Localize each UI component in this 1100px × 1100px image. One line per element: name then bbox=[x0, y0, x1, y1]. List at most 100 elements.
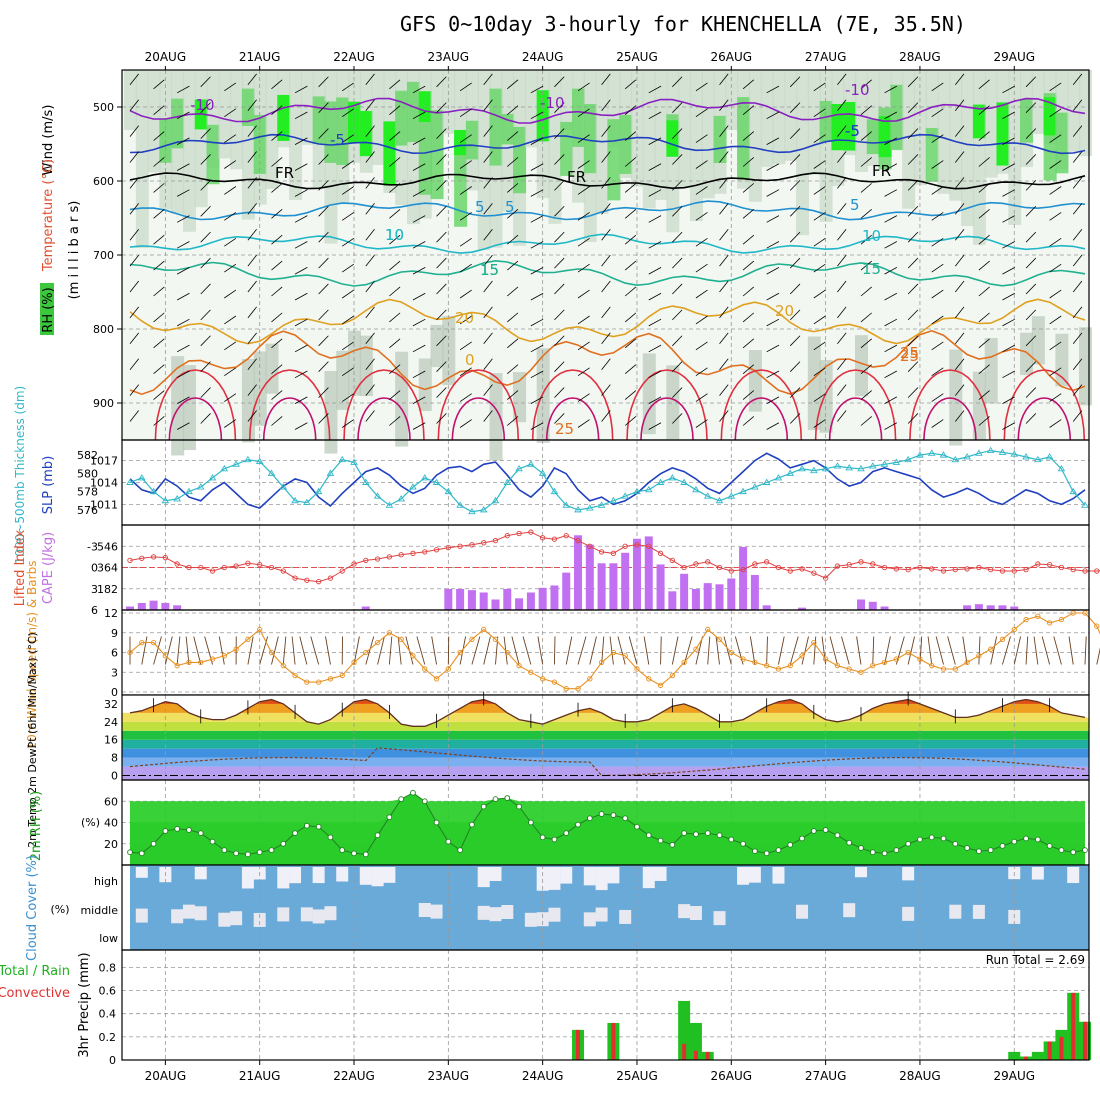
wind-barb bbox=[766, 267, 780, 275]
wind-speed-point bbox=[669, 672, 675, 679]
wind-barb bbox=[412, 215, 426, 223]
wind-barb bbox=[271, 364, 283, 375]
wind-barb bbox=[766, 163, 780, 171]
wind-barb bbox=[884, 370, 898, 379]
wind-barb bbox=[318, 387, 329, 398]
wind-barb bbox=[789, 309, 801, 321]
wind-label: Wind (m/s) bbox=[41, 105, 56, 176]
wind-barb bbox=[577, 393, 590, 402]
wind-barb bbox=[1025, 180, 1037, 191]
isotherm-label: -5 bbox=[330, 131, 345, 149]
thickness-tick-label: 582 bbox=[77, 449, 98, 462]
rh-point bbox=[174, 826, 181, 832]
li-point bbox=[150, 554, 157, 560]
wind-barb bbox=[483, 280, 493, 293]
wind-barb bbox=[436, 413, 447, 424]
rh-band-moist bbox=[324, 101, 338, 163]
wind-barb bbox=[200, 128, 211, 139]
wind-barb bbox=[365, 358, 375, 370]
wind-barb bbox=[459, 419, 472, 428]
wind-barb bbox=[459, 393, 472, 402]
rh-point bbox=[999, 843, 1006, 849]
cape-bar bbox=[467, 590, 476, 610]
rh-point bbox=[504, 795, 511, 801]
cape-bar bbox=[562, 572, 571, 610]
li-point bbox=[540, 535, 546, 541]
wind-barb bbox=[318, 257, 329, 269]
wind-barb bbox=[530, 111, 544, 120]
isotherm-label: -10 bbox=[845, 81, 870, 99]
wind-barb bbox=[601, 358, 611, 370]
rh-point bbox=[421, 798, 428, 805]
wind-barb bbox=[789, 180, 801, 191]
wind-speed-point bbox=[457, 649, 463, 656]
precip-convective-bar bbox=[693, 1050, 698, 1060]
wind-barb bbox=[648, 137, 662, 145]
wind-barb bbox=[837, 254, 847, 267]
cloud-high-gap bbox=[383, 867, 396, 883]
li-point bbox=[917, 564, 923, 571]
rh-point bbox=[138, 850, 145, 857]
wind-barb bbox=[789, 283, 801, 295]
rh-point bbox=[681, 830, 687, 836]
wind-barb bbox=[271, 390, 283, 400]
cape-bar bbox=[361, 606, 370, 610]
li-point bbox=[834, 563, 841, 569]
wind-barb bbox=[742, 234, 755, 245]
li-point bbox=[363, 557, 369, 564]
wind-barb bbox=[695, 237, 708, 247]
thickness-point bbox=[479, 506, 488, 513]
rh-point bbox=[704, 830, 711, 836]
thickness-point bbox=[279, 483, 288, 490]
rh-band-low bbox=[666, 365, 680, 440]
wind-barb bbox=[412, 241, 426, 249]
wind-barb bbox=[247, 125, 257, 137]
wind-barb bbox=[365, 410, 375, 422]
wind-barb bbox=[129, 280, 140, 293]
wind-barb bbox=[601, 177, 611, 189]
wind-barb bbox=[1002, 189, 1015, 197]
isotherm-dome bbox=[626, 369, 708, 441]
rh-point bbox=[693, 831, 699, 838]
rh-band-moist bbox=[925, 127, 939, 182]
thickness-point bbox=[916, 451, 924, 458]
thickness-point bbox=[397, 495, 405, 502]
wind-barb bbox=[577, 315, 590, 325]
wind-barb bbox=[507, 364, 519, 375]
wind-barb bbox=[1072, 332, 1083, 345]
wind-barb bbox=[1002, 422, 1015, 430]
date-label-top: 24AUG bbox=[522, 50, 564, 64]
wind-barb bbox=[1025, 76, 1037, 88]
wind-barb bbox=[247, 73, 257, 86]
li-point bbox=[858, 559, 864, 565]
wind-speed-point bbox=[799, 653, 805, 659]
cloud-level-label: low bbox=[99, 932, 118, 945]
wind-barb bbox=[389, 286, 401, 297]
wind-barb bbox=[164, 636, 173, 665]
wind-barb bbox=[318, 231, 329, 243]
rh-point bbox=[1082, 847, 1088, 853]
rh-band-moist bbox=[489, 88, 503, 166]
wind-barb bbox=[577, 134, 590, 143]
wind-barb bbox=[294, 111, 308, 120]
wind-barb bbox=[1049, 419, 1062, 428]
rh-point bbox=[575, 821, 581, 828]
wind-barb bbox=[907, 636, 915, 665]
rh-point bbox=[728, 836, 735, 843]
li-point bbox=[587, 543, 593, 549]
wind-barb bbox=[672, 283, 683, 295]
wind-speed-point bbox=[905, 649, 911, 656]
wind-barb bbox=[1002, 111, 1015, 120]
wind-barb bbox=[294, 422, 308, 430]
wind-barb bbox=[766, 636, 768, 665]
wind-barb bbox=[537, 636, 544, 665]
wind-barb bbox=[813, 237, 826, 247]
wind-barb bbox=[624, 208, 637, 219]
wind-speed-point bbox=[634, 666, 640, 672]
rh-band-wet bbox=[878, 116, 892, 158]
cloud-mid-gap bbox=[678, 904, 691, 919]
wind-barb bbox=[176, 85, 190, 94]
cape-bar bbox=[856, 599, 865, 610]
wind-barb bbox=[224, 212, 237, 221]
wind-barb bbox=[224, 134, 237, 143]
